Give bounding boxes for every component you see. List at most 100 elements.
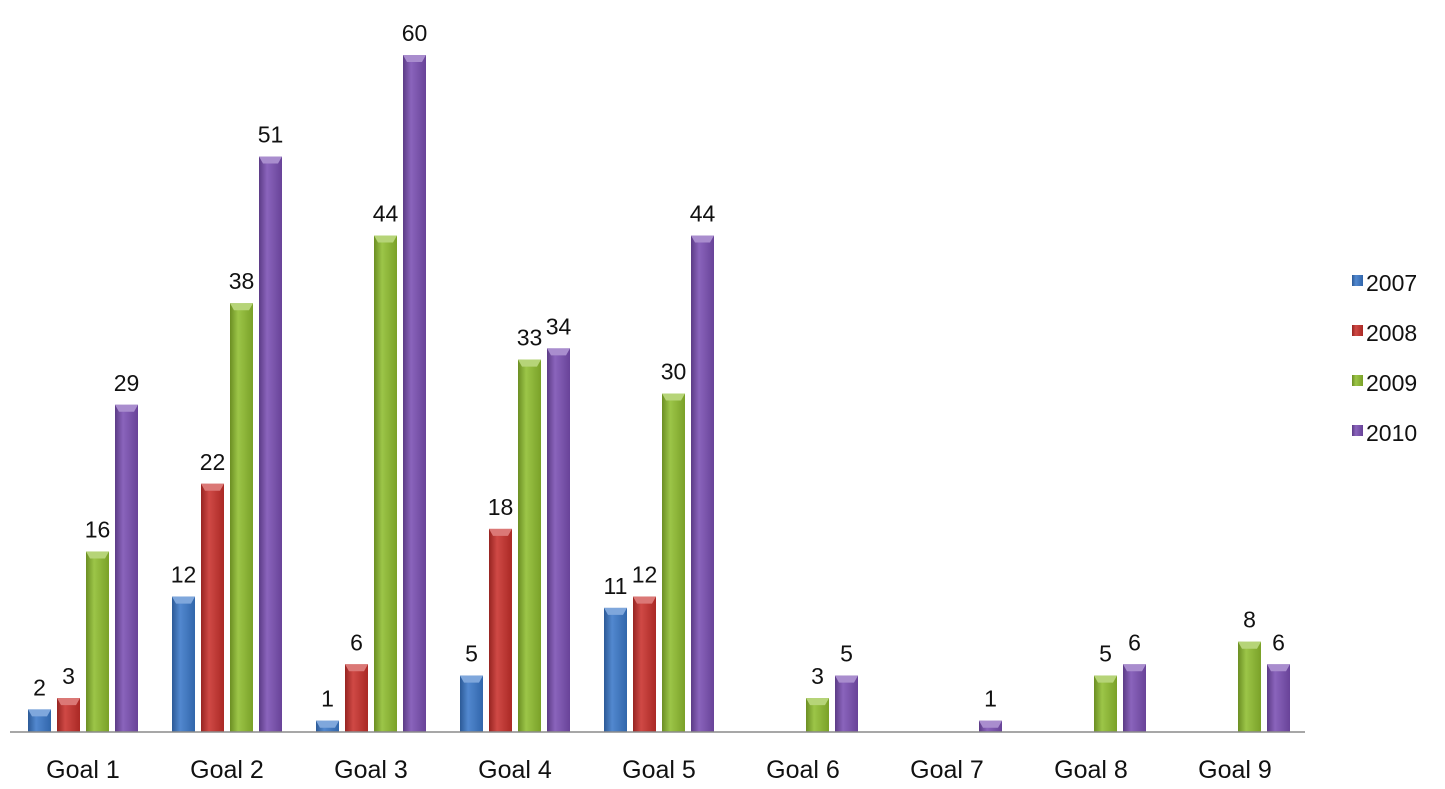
bar-body [345, 664, 368, 732]
bar-2009-goal-8 [1094, 675, 1117, 732]
data-label: 11 [604, 573, 628, 599]
x-tick-label: Goal 3 [334, 756, 408, 784]
bar-cap [403, 55, 426, 62]
bar-cap [259, 156, 282, 164]
bar-cap [460, 675, 483, 683]
bar-2010-goal-1 [115, 404, 138, 732]
data-label: 30 [661, 359, 687, 385]
data-label: 29 [114, 370, 140, 396]
legend-item-2007: 2007 [1352, 270, 1417, 296]
legend-label: 2009 [1366, 370, 1417, 396]
legend-swatch [1352, 375, 1363, 386]
legend-item-2009: 2009 [1352, 370, 1417, 396]
bar-2009-goal-4 [518, 359, 541, 732]
bar-2010-goal-3 [403, 55, 426, 732]
bar-2007-goal-5 [604, 607, 627, 732]
bar-2010-goal-5 [691, 235, 714, 733]
data-label: 1 [984, 686, 997, 712]
data-label: 2 [33, 674, 46, 700]
legend-swatch [1352, 325, 1363, 336]
bar-cap [230, 303, 253, 311]
bar-body [518, 359, 541, 732]
bar-cap [806, 698, 829, 706]
bar-cap [1238, 641, 1261, 649]
data-label: 6 [1272, 629, 1285, 655]
bar-body [1123, 664, 1146, 732]
data-label: 6 [350, 629, 363, 655]
data-label: 44 [373, 201, 399, 227]
data-label: 60 [402, 20, 428, 46]
bar-body [547, 348, 570, 732]
bar-cap [172, 596, 195, 604]
bar-body [1267, 664, 1290, 732]
bar-cap [518, 359, 541, 367]
legend-item-2008: 2008 [1352, 320, 1417, 346]
legend-swatch [1352, 425, 1363, 436]
data-label: 12 [171, 562, 197, 588]
legend-label: 2007 [1366, 270, 1417, 296]
bar-cap [201, 483, 224, 491]
bar-cap [57, 698, 80, 706]
x-tick-label: Goal 7 [910, 756, 984, 784]
data-label: 8 [1243, 607, 1256, 633]
bar-body [230, 303, 253, 732]
bar-body [633, 596, 656, 732]
legend: 2007 2008 2009 2010 [1352, 270, 1417, 446]
bar-cap [633, 596, 656, 604]
data-label: 3 [811, 663, 824, 689]
bar-body [374, 235, 397, 733]
bar-2010-goal-8 [1123, 664, 1146, 732]
bar-2010-goal-7 [979, 720, 1002, 732]
bar-2009-goal-2 [230, 303, 253, 732]
data-label: 5 [1099, 641, 1112, 667]
bar-cap [662, 393, 685, 401]
legend-label: 2008 [1366, 320, 1417, 346]
x-tick-labels: Goal 1 Goal 2 Goal 3 Goal 4 Goal 5 Goal 6 Goal… [46, 756, 1272, 784]
x-tick-label: Goal 6 [766, 756, 840, 784]
data-label: 6 [1128, 629, 1141, 655]
bar-2010-goal-4 [547, 348, 570, 732]
bar-cap [604, 607, 627, 615]
bar-body [259, 156, 282, 733]
bar-2009-goal-1 [86, 551, 109, 732]
x-tick-label: Goal 5 [622, 756, 696, 784]
bar-cap [374, 235, 397, 243]
bar-2010-goal-6 [835, 675, 858, 732]
bar-cap [86, 551, 109, 559]
data-label: 33 [517, 325, 543, 351]
bar-cap [979, 720, 1002, 728]
bar-2008-goal-5 [633, 596, 656, 732]
bar-cap [835, 675, 858, 683]
bar-cap [28, 709, 51, 717]
bar-2010-goal-2 [259, 156, 282, 733]
bar-2008-goal-3 [345, 664, 368, 732]
data-label: 38 [229, 268, 255, 294]
bar-body [806, 698, 829, 732]
bar-2010-goal-9 [1267, 664, 1290, 732]
bar-2009-goal-9 [1238, 641, 1261, 732]
data-label: 34 [546, 313, 572, 339]
bar-body [201, 483, 224, 732]
bar-body [1238, 641, 1261, 732]
bar-body [662, 393, 685, 732]
bar-body [835, 675, 858, 732]
x-tick-label: Goal 9 [1198, 756, 1272, 784]
bar-body [604, 607, 627, 732]
data-label: 44 [690, 201, 716, 227]
bar-cap [547, 348, 570, 356]
data-label: 16 [85, 516, 111, 542]
bar-cap [115, 404, 138, 412]
x-tick-label: Goal 4 [478, 756, 552, 784]
bar-body [691, 235, 714, 733]
data-label: 1 [321, 686, 334, 712]
bar-body [57, 698, 80, 732]
bar-2009-goal-3 [374, 235, 397, 733]
bar-2009-goal-6 [806, 698, 829, 732]
legend-item-2010: 2010 [1352, 420, 1417, 446]
bar-cap [345, 664, 368, 672]
x-tick-label: Goal 1 [46, 756, 120, 784]
bar-body [489, 528, 512, 732]
bar-cap [691, 235, 714, 243]
data-label: 51 [258, 122, 284, 148]
